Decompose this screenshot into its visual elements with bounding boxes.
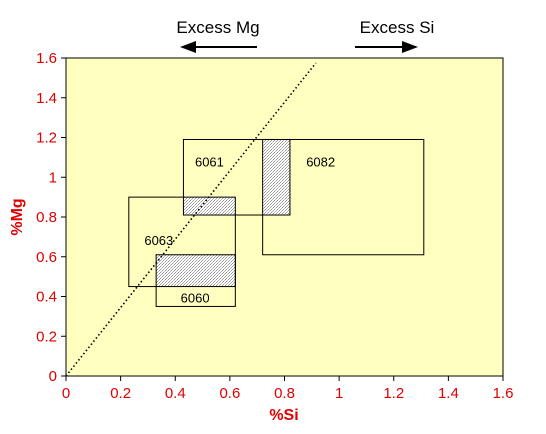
alloy-label-6082: 6082 — [306, 154, 335, 169]
x-tick-label: 0.4 — [165, 385, 186, 402]
y-axis: 0 0.2 0.4 0.6 0.8 1 1.2 1.4 1.6 — [36, 50, 66, 385]
range-box-6060 — [155, 254, 236, 307]
y-tick-label: 0.6 — [36, 249, 57, 266]
x-axis: 0 0.2 0.4 0.6 0.8 1 1.2 1.4 1.6 — [62, 376, 514, 402]
x-tick-label: 0 — [62, 385, 70, 402]
y-tick-label: 1.4 — [36, 90, 57, 107]
overlap-region-1 — [183, 197, 236, 216]
x-tick-label: 0.2 — [110, 385, 131, 402]
alloy-label-6063: 6063 — [144, 233, 173, 248]
alloy-range-boxes — [128, 138, 425, 307]
x-tick-label: 1 — [335, 385, 343, 402]
x-tick-label: 0.8 — [274, 385, 295, 402]
excess-mg-annotation: Excess Mg — [176, 18, 260, 53]
excess-mg-arrow-head — [180, 41, 196, 53]
y-tick-label: 0 — [49, 368, 57, 385]
excess-si-label: Excess Si — [360, 18, 435, 37]
x-tick-label: 0.6 — [219, 385, 240, 402]
excess-si-arrow-head — [402, 41, 418, 53]
y-tick-label: 0.8 — [36, 209, 57, 226]
overlap-region-3 — [156, 254, 236, 287]
excess-mg-label: Excess Mg — [176, 18, 259, 37]
overlap-region-2 — [262, 139, 290, 216]
y-tick-label: 0.4 — [36, 289, 57, 306]
range-box-6061 — [182, 138, 291, 216]
plot-area — [65, 57, 504, 377]
y-axis-title: %Mg — [9, 198, 26, 235]
y-tick-label: 1 — [49, 169, 57, 186]
x-tick-label: 1.6 — [493, 385, 514, 402]
y-tick-label: 0.2 — [36, 328, 57, 345]
balance-line — [65, 62, 317, 377]
excess-si-annotation: Excess Si — [355, 18, 434, 53]
alloy-label-6061: 6061 — [195, 154, 224, 169]
x-tick-label: 1.2 — [383, 385, 404, 402]
y-tick-label: 1.2 — [36, 130, 57, 147]
range-box-6082 — [262, 138, 425, 256]
alloy-labels: 6061 6082 6063 6060 — [144, 154, 335, 305]
balance-line-group — [65, 62, 317, 377]
alloy-label-6060: 6060 — [181, 290, 210, 305]
overlap-regions — [156, 139, 290, 287]
x-axis-title: %Si — [269, 407, 298, 424]
x-tick-label: 1.4 — [438, 385, 459, 402]
y-tick-label: 1.6 — [36, 50, 57, 67]
range-box-6063 — [128, 196, 236, 288]
